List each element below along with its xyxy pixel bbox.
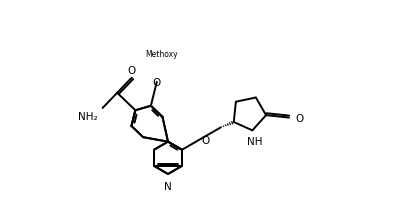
Text: N: N bbox=[164, 181, 171, 191]
Text: O: O bbox=[201, 136, 209, 146]
Text: NH₂: NH₂ bbox=[78, 111, 97, 121]
Text: Methoxy: Methoxy bbox=[145, 50, 178, 59]
Text: O: O bbox=[152, 77, 161, 87]
Text: NH: NH bbox=[246, 137, 261, 147]
Text: O: O bbox=[294, 113, 302, 123]
Text: O: O bbox=[127, 65, 135, 75]
